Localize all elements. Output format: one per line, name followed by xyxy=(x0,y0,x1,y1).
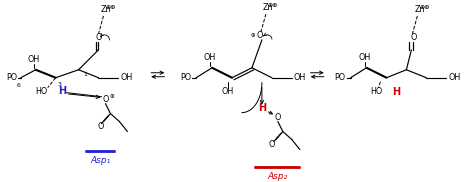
Text: PO: PO xyxy=(180,73,191,82)
Text: Asp₁: Asp₁ xyxy=(91,156,110,165)
Text: ⊕⊕: ⊕⊕ xyxy=(105,5,116,11)
Text: ⊕⊕: ⊕⊕ xyxy=(419,5,429,11)
Text: ⊕: ⊕ xyxy=(109,94,114,99)
Text: OH: OH xyxy=(204,53,216,62)
Text: 1: 1 xyxy=(83,72,88,77)
Text: 6: 6 xyxy=(17,83,21,88)
Text: ⊕⊕: ⊕⊕ xyxy=(268,3,278,9)
Text: O: O xyxy=(95,33,102,42)
Text: OH: OH xyxy=(294,73,306,82)
Text: PO: PO xyxy=(335,73,346,82)
Text: Asp₂: Asp₂ xyxy=(268,172,288,181)
Text: H: H xyxy=(59,86,67,96)
Text: OH: OH xyxy=(222,87,234,96)
Text: O: O xyxy=(410,33,417,42)
Text: OH: OH xyxy=(120,73,133,82)
Text: O: O xyxy=(269,140,275,149)
Text: PO: PO xyxy=(6,73,17,82)
Text: OH: OH xyxy=(448,73,461,82)
Text: ⊕: ⊕ xyxy=(251,33,255,38)
Text: Zn: Zn xyxy=(414,5,425,14)
Text: O: O xyxy=(274,113,281,122)
Text: Zn: Zn xyxy=(100,5,111,14)
Text: H: H xyxy=(258,103,266,113)
Text: HO: HO xyxy=(370,87,383,96)
Text: O: O xyxy=(102,95,109,104)
Text: HO: HO xyxy=(36,87,48,96)
Text: 3: 3 xyxy=(58,82,62,87)
Text: OH: OH xyxy=(358,53,371,62)
Text: O: O xyxy=(97,122,104,131)
Text: H: H xyxy=(392,87,401,97)
Text: O: O xyxy=(257,31,263,40)
Text: Zn: Zn xyxy=(263,3,273,13)
Text: OH: OH xyxy=(27,55,40,64)
